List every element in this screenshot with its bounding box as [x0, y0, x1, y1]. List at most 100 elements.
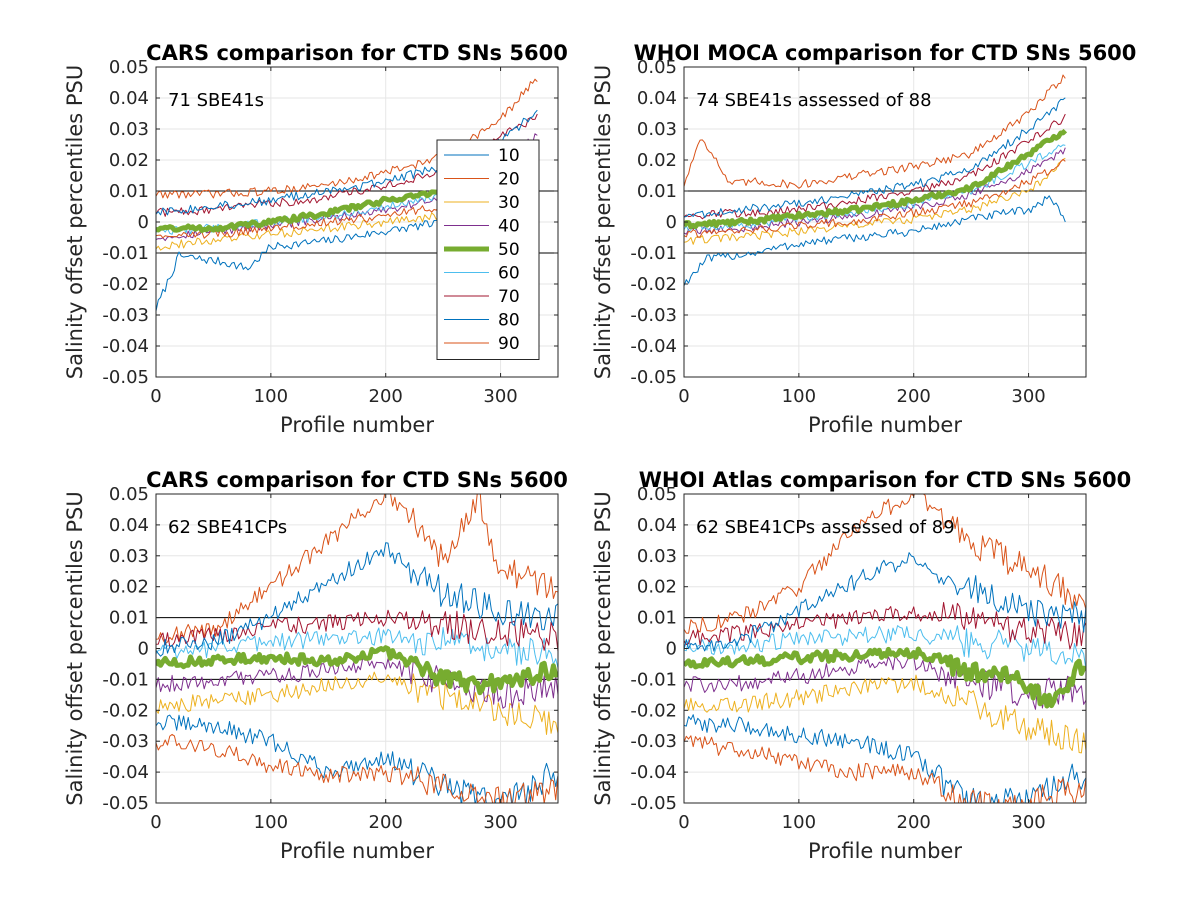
- x-tick-label: 300: [483, 812, 517, 833]
- y-tick-label: 0.01: [637, 181, 677, 202]
- x-tick-label: 100: [782, 812, 816, 833]
- y-tick-label: 0.04: [637, 515, 677, 536]
- y-tick-label: 0.05: [637, 484, 677, 505]
- y-tick-label: 0.04: [637, 88, 677, 109]
- series-line-10: [156, 714, 558, 803]
- panel-1-annotation: 71 SBE41s: [168, 90, 264, 111]
- legend-label-60: 60: [498, 264, 520, 284]
- series-line-90: [684, 158, 1066, 238]
- y-tick-label: -0.05: [102, 367, 149, 388]
- series-line-20: [156, 494, 558, 645]
- y-tick-label: -0.05: [630, 367, 677, 388]
- y-tick-label: -0.05: [102, 793, 149, 814]
- panel-3: 0 100 200 300 0.05 0.04 0.03 0.02 0.01 0 -0.01 -0.0…: [63, 468, 568, 863]
- series-line-50: [684, 128, 1068, 230]
- y-tick-label: -0.03: [102, 731, 149, 752]
- y-tick-label: 0: [138, 212, 149, 233]
- panel-1-legend: 10 20 30 40 50 60 70 80 90: [436, 139, 540, 360]
- series-line-20: [684, 74, 1066, 189]
- series-line-90: [684, 735, 1086, 803]
- panel-4: 0 100 200 300 0.05 0.04 0.03 0.02 0.01 0 -0.01 -0.0…: [591, 468, 1131, 863]
- x-tick-label: 0: [150, 812, 161, 833]
- panel-2-series: [684, 74, 1068, 287]
- y-tick-label: -0.04: [630, 336, 677, 357]
- y-tick-label: 0: [138, 639, 149, 660]
- panel-2-ticks: 0 100 200 300 0.05 0.04 0.03 0.02 0.01 0 -0.01 -0.0…: [630, 57, 1086, 407]
- legend-label-40: 40: [498, 217, 520, 237]
- y-tick-label: -0.01: [102, 243, 149, 264]
- y-tick-label: 0.05: [109, 57, 149, 78]
- x-tick-label: 300: [1011, 812, 1045, 833]
- x-tick-label: 200: [897, 812, 931, 833]
- panel-2-xlabel: Profile number: [808, 413, 962, 437]
- x-tick-label: 200: [369, 812, 403, 833]
- panel-3-ticks: 0 100 200 300 0.05 0.04 0.03 0.02 0.01 0 -0.01 -0.0…: [102, 484, 558, 833]
- series-line-50: [684, 646, 1086, 709]
- y-tick-label: 0.04: [109, 88, 149, 109]
- series-line-20: [156, 78, 538, 199]
- series-line-10: [684, 195, 1066, 287]
- y-tick-label: 0: [666, 639, 677, 660]
- y-tick-label: -0.01: [630, 669, 677, 690]
- x-tick-label: 300: [1011, 386, 1045, 407]
- y-tick-label: -0.02: [630, 700, 677, 721]
- y-tick-label: 0.03: [109, 546, 149, 567]
- series-line-90: [156, 733, 558, 803]
- series-line-50: [156, 645, 558, 696]
- panel-4-title: WHOI Atlas comparison for CTD SNs 5600: [639, 468, 1132, 492]
- legend-label-90: 90: [498, 334, 520, 354]
- x-tick-label: 0: [678, 812, 689, 833]
- series-line-80: [156, 542, 558, 657]
- panel-4-series: [684, 494, 1086, 803]
- panel-1-ticks: 0 100 200 300 0.05 0.04 0.03 0.02 0.01 0 -0.01 -0.0…: [102, 57, 558, 407]
- x-tick-label: 100: [254, 386, 288, 407]
- y-tick-label: 0.02: [637, 577, 677, 598]
- y-tick-label: 0.01: [109, 181, 149, 202]
- panel-2-annotation: 74 SBE41s assessed of 88: [696, 90, 932, 111]
- x-tick-label: 200: [369, 386, 403, 407]
- series-line-20: [684, 494, 1086, 634]
- panel-1: 0 100 200 300 0.05 0.04 0.03 0.02 0.01 0 -0.01 -0.0…: [63, 41, 568, 437]
- series-line-30: [684, 157, 1066, 245]
- y-tick-label: 0.01: [637, 608, 677, 629]
- series-line-70: [684, 113, 1066, 220]
- y-tick-label: -0.04: [630, 762, 677, 783]
- panel-2-ylabel: Salinity offset percentiles PSU: [591, 65, 615, 379]
- panel-3-annotation: 62 SBE41CPs: [168, 517, 287, 538]
- y-tick-label: -0.02: [102, 274, 149, 295]
- x-tick-label: 100: [254, 812, 288, 833]
- y-tick-label: 0.03: [109, 119, 149, 140]
- y-tick-label: -0.03: [102, 305, 149, 326]
- panel-3-title: CARS comparison for CTD SNs 5600: [146, 468, 568, 492]
- y-tick-label: -0.03: [630, 305, 677, 326]
- legend-label-10: 10: [498, 146, 520, 166]
- series-line-10: [684, 714, 1086, 803]
- legend-label-50: 50: [498, 240, 520, 260]
- series-line-80: [684, 97, 1066, 219]
- x-tick-label: 0: [678, 386, 689, 407]
- series-line-30: [156, 671, 558, 735]
- y-tick-label: -0.01: [630, 243, 677, 264]
- series-line-40: [684, 653, 1086, 710]
- panel-1-ylabel: Salinity offset percentiles PSU: [63, 65, 87, 379]
- y-tick-label: -0.04: [102, 336, 149, 357]
- y-tick-label: -0.03: [630, 731, 677, 752]
- series-line-80: [684, 552, 1086, 652]
- y-tick-label: 0.02: [109, 577, 149, 598]
- x-tick-label: 0: [150, 386, 161, 407]
- panel-1-xlabel: Profile number: [280, 413, 434, 437]
- legend-label-70: 70: [498, 287, 520, 307]
- series-line-70: [684, 602, 1086, 650]
- panel-2-title: WHOI MOCA comparison for CTD SNs 5600: [634, 41, 1137, 65]
- y-tick-label: -0.05: [630, 793, 677, 814]
- legend-label-20: 20: [498, 170, 520, 190]
- y-tick-label: -0.01: [102, 669, 149, 690]
- y-tick-label: 0: [666, 212, 677, 233]
- y-tick-label: 0.02: [109, 150, 149, 171]
- legend-label-80: 80: [498, 311, 520, 331]
- panel-3-ylabel: Salinity offset percentiles PSU: [63, 491, 87, 805]
- y-tick-label: 0.03: [637, 119, 677, 140]
- series-line-60: [684, 144, 1066, 232]
- panel-4-ylabel: Salinity offset percentiles PSU: [591, 491, 615, 805]
- panel-4-annotation: 62 SBE41CPs assessed of 89: [696, 517, 955, 538]
